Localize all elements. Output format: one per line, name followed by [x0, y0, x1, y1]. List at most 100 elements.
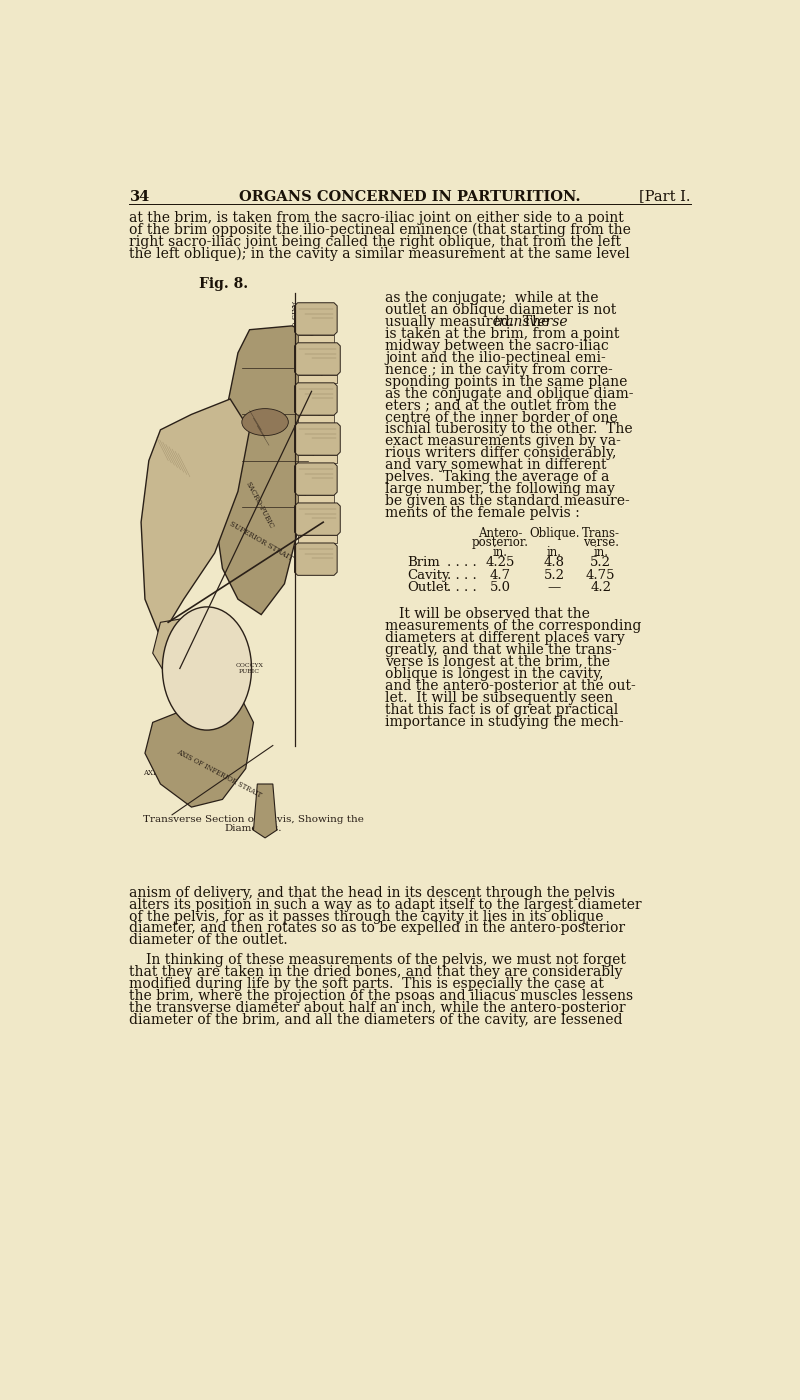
Text: the transverse diameter about half an inch, while the antero-posterior: the transverse diameter about half an in… — [130, 1001, 626, 1015]
Text: verse is longest at the brim, the: verse is longest at the brim, the — [386, 655, 610, 669]
Text: at the brim, is taken from the sacro-iliac joint on either side to a point: at the brim, is taken from the sacro-ili… — [130, 211, 624, 225]
Text: —: — — [547, 581, 561, 594]
Text: Transverse Section of Pelvis, Showing the: Transverse Section of Pelvis, Showing th… — [143, 815, 364, 823]
Text: as the conjugate;  while at the: as the conjugate; while at the — [386, 291, 598, 305]
Polygon shape — [298, 496, 334, 503]
Text: pelves.  Taking the average of a: pelves. Taking the average of a — [386, 470, 610, 484]
Text: in.: in. — [593, 546, 608, 559]
Polygon shape — [153, 615, 250, 707]
Polygon shape — [298, 375, 337, 382]
Text: that this fact is of great practical: that this fact is of great practical — [386, 703, 618, 717]
Text: usually measured.  The: usually measured. The — [386, 315, 554, 329]
Text: as the conjugate and oblique diam-: as the conjugate and oblique diam- — [386, 386, 634, 400]
Text: . . . .: . . . . — [447, 581, 477, 594]
Text: alters its position in such a way as to adapt itself to the largest diameter: alters its position in such a way as to … — [130, 897, 642, 911]
Text: Diameters.: Diameters. — [225, 825, 282, 833]
Text: AXIS OF INFERIOR STRAIT: AXIS OF INFERIOR STRAIT — [174, 748, 262, 799]
Text: diameter, and then rotates so as to be expelled in the antero-posterior: diameter, and then rotates so as to be e… — [130, 921, 626, 935]
Text: eters ; and at the outlet from the: eters ; and at the outlet from the — [386, 399, 617, 413]
Text: let.  It will be subsequently seen: let. It will be subsequently seen — [386, 690, 614, 704]
Text: in.: in. — [546, 546, 562, 559]
Text: diameter of the brim, and all the diameters of the cavity, are lessened: diameter of the brim, and all the diamet… — [130, 1012, 623, 1026]
Ellipse shape — [162, 608, 251, 731]
Polygon shape — [254, 784, 277, 837]
Text: sponding points in the same plane: sponding points in the same plane — [386, 375, 627, 389]
Text: measurements of the corresponding: measurements of the corresponding — [386, 619, 642, 633]
Text: AXIS OF BODY: AXIS OF BODY — [289, 301, 297, 358]
Text: be given as the standard measure-: be given as the standard measure- — [386, 494, 630, 508]
Text: large number, the following may: large number, the following may — [386, 482, 615, 496]
Text: Fig. 8.: Fig. 8. — [199, 277, 248, 291]
Polygon shape — [294, 503, 340, 535]
Polygon shape — [294, 343, 340, 375]
Text: the brim, where the projection of the psoas and iliacus muscles lessens: the brim, where the projection of the ps… — [130, 988, 634, 1002]
Text: 4.8: 4.8 — [544, 556, 565, 570]
Text: Outlet: Outlet — [407, 581, 449, 594]
Polygon shape — [298, 335, 334, 343]
Text: diameters at different places vary: diameters at different places vary — [386, 631, 625, 645]
Text: 34: 34 — [130, 189, 150, 203]
Text: centre of the inner border of one: centre of the inner border of one — [386, 410, 618, 424]
Text: ischial tuberosity to the other.  The: ischial tuberosity to the other. The — [386, 423, 633, 437]
Text: that they are taken in the dried bones, and that they are considerably: that they are taken in the dried bones, … — [130, 965, 623, 979]
Text: 4.75: 4.75 — [586, 568, 615, 582]
Polygon shape — [298, 416, 334, 423]
Polygon shape — [294, 423, 340, 455]
Text: of the brim opposite the ilio-pectineal eminence (that starting from the: of the brim opposite the ilio-pectineal … — [130, 223, 631, 238]
Text: of the pelvis, for as it passes through the cavity it lies in its oblique: of the pelvis, for as it passes through … — [130, 910, 604, 924]
Text: outlet an oblique diameter is not: outlet an oblique diameter is not — [386, 304, 617, 318]
Text: exact measurements given by va-: exact measurements given by va- — [386, 434, 621, 448]
Text: 4.2: 4.2 — [590, 581, 611, 594]
Text: and vary somewhat in different: and vary somewhat in different — [386, 458, 606, 472]
Text: 4.7: 4.7 — [490, 568, 510, 582]
Text: midway between the sacro-iliac: midway between the sacro-iliac — [386, 339, 609, 353]
Text: Trans-: Trans- — [582, 528, 620, 540]
Polygon shape — [141, 399, 250, 638]
Text: transverse: transverse — [493, 315, 568, 329]
Text: Antero-: Antero- — [478, 528, 522, 540]
Polygon shape — [298, 455, 337, 463]
Text: 5.2: 5.2 — [590, 556, 611, 570]
Text: SACRO-PUBIC: SACRO-PUBIC — [244, 480, 275, 531]
Text: ments of the female pelvis :: ments of the female pelvis : — [386, 505, 580, 519]
Text: modified during life by the soft parts.  This is especially the case at: modified during life by the soft parts. … — [130, 977, 604, 991]
Polygon shape — [294, 382, 337, 416]
Text: is taken at the brim, from a point: is taken at the brim, from a point — [386, 328, 619, 342]
Text: It will be observed that the: It will be observed that the — [399, 608, 590, 622]
Text: AXIS OF: AXIS OF — [143, 769, 174, 777]
Text: anism of delivery, and that the head in its descent through the pelvis: anism of delivery, and that the head in … — [130, 886, 615, 900]
Polygon shape — [298, 535, 337, 543]
Polygon shape — [145, 692, 254, 806]
Text: SUPERIOR STRAIT: SUPERIOR STRAIT — [228, 519, 294, 563]
Text: . . . .: . . . . — [447, 568, 477, 582]
Text: [Part I.: [Part I. — [639, 189, 690, 203]
Text: joint and the ilio-pectineal emi-: joint and the ilio-pectineal emi- — [386, 351, 606, 365]
Text: diameter of the outlet.: diameter of the outlet. — [130, 934, 288, 948]
Text: in.: in. — [493, 546, 507, 559]
Text: the left oblique); in the cavity a similar measurement at the same level: the left oblique); in the cavity a simil… — [130, 246, 630, 262]
Polygon shape — [294, 543, 337, 575]
Ellipse shape — [242, 409, 288, 435]
Text: rious writers differ considerably,: rious writers differ considerably, — [386, 447, 617, 461]
Text: importance in studying the mech-: importance in studying the mech- — [386, 714, 624, 728]
Text: and the antero-posterior at the out-: and the antero-posterior at the out- — [386, 679, 636, 693]
Text: nence ; in the cavity from corre-: nence ; in the cavity from corre- — [386, 363, 613, 377]
Text: posterior.: posterior. — [471, 536, 529, 549]
Text: In thinking of these measurements of the pelvis, we must not forget: In thinking of these measurements of the… — [146, 953, 626, 967]
Text: right sacro-iliac joint being called the right oblique, that from the left: right sacro-iliac joint being called the… — [130, 235, 622, 249]
Text: Cavity: Cavity — [407, 568, 450, 582]
Polygon shape — [214, 326, 323, 615]
Text: greatly, and that while the trans-: greatly, and that while the trans- — [386, 643, 617, 657]
Text: . . . .: . . . . — [447, 556, 477, 570]
Polygon shape — [294, 463, 337, 496]
Polygon shape — [294, 302, 337, 335]
Text: COCCYX
PUBIC: COCCYX PUBIC — [235, 664, 263, 673]
Text: verse.: verse. — [582, 536, 618, 549]
Text: oblique is longest in the cavity,: oblique is longest in the cavity, — [386, 666, 604, 680]
Text: Oblique.: Oblique. — [529, 528, 579, 540]
Text: 4.25: 4.25 — [486, 556, 514, 570]
Text: 5.0: 5.0 — [490, 581, 510, 594]
Text: ORGANS CONCERNED IN PARTURITION.: ORGANS CONCERNED IN PARTURITION. — [239, 189, 581, 203]
Text: 5.2: 5.2 — [544, 568, 565, 582]
Text: Brim: Brim — [407, 556, 440, 570]
